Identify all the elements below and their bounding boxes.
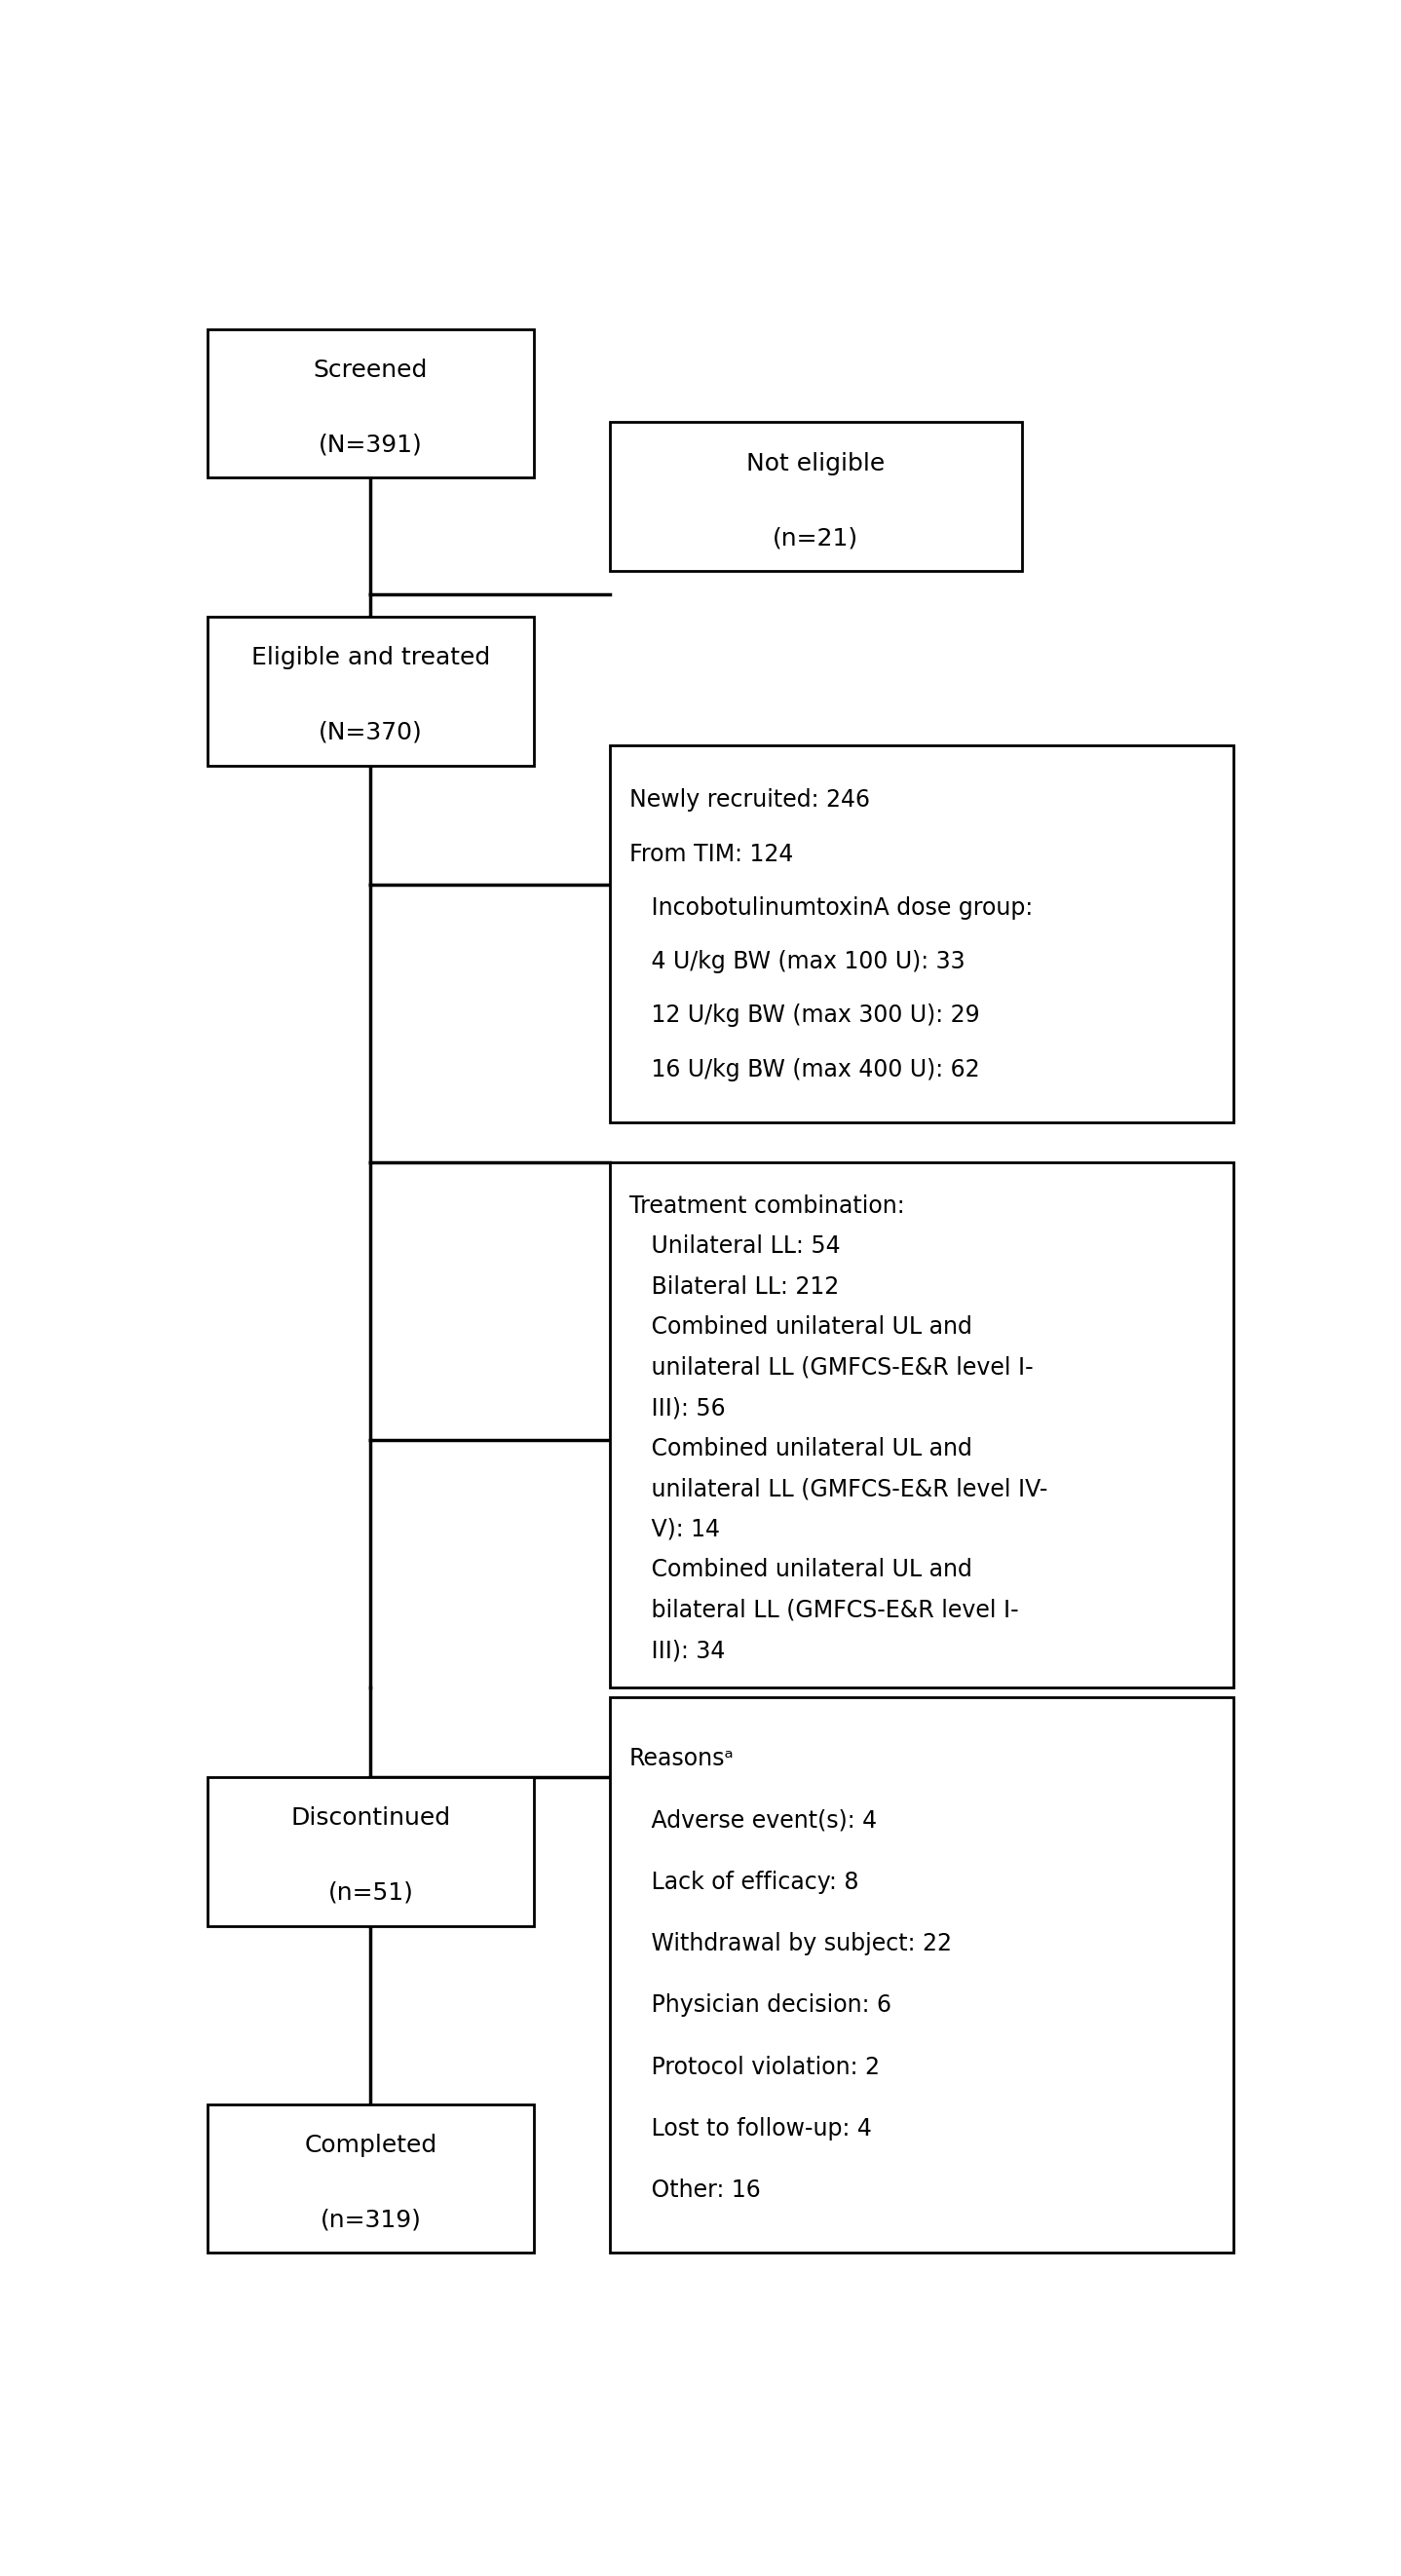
Text: (N=391): (N=391) [318,433,423,456]
Text: Eligible and treated: Eligible and treated [251,647,490,670]
Text: Screened: Screened [314,358,427,381]
Text: Combined unilateral UL and: Combined unilateral UL and [629,1558,972,1582]
Text: 4 U/kg BW (max 100 U): 33: 4 U/kg BW (max 100 U): 33 [629,951,965,974]
FancyBboxPatch shape [207,1777,534,1927]
Text: (n=21): (n=21) [773,526,859,549]
Text: Protocol violation: 2: Protocol violation: 2 [629,2056,880,2079]
Text: (n=319): (n=319) [319,2208,422,2231]
Text: (N=370): (N=370) [318,721,423,744]
FancyBboxPatch shape [609,1698,1234,2254]
Text: IncobotulinumtoxinA dose group:: IncobotulinumtoxinA dose group: [629,896,1033,920]
Text: 12 U/kg BW (max 300 U): 29: 12 U/kg BW (max 300 U): 29 [629,1005,979,1028]
Text: 16 U/kg BW (max 400 U): 62: 16 U/kg BW (max 400 U): 62 [629,1059,979,1082]
Text: Treatment combination:: Treatment combination: [629,1195,904,1218]
FancyBboxPatch shape [609,422,1023,572]
FancyBboxPatch shape [609,744,1234,1123]
Text: III): 34: III): 34 [629,1638,724,1662]
Text: Adverse event(s): 4: Adverse event(s): 4 [629,1808,877,1832]
Text: bilateral LL (GMFCS-E&R level I-: bilateral LL (GMFCS-E&R level I- [629,1600,1019,1623]
FancyBboxPatch shape [207,330,534,477]
Text: Lack of efficacy: 8: Lack of efficacy: 8 [629,1870,859,1893]
Text: (n=51): (n=51) [328,1880,413,1904]
Text: Completed: Completed [304,2133,437,2156]
FancyBboxPatch shape [207,616,534,765]
Text: Not eligible: Not eligible [747,451,885,477]
Text: Discontinued: Discontinued [290,1806,451,1829]
Text: unilateral LL (GMFCS-E&R level I-: unilateral LL (GMFCS-E&R level I- [629,1355,1033,1381]
Text: Lost to follow-up: 4: Lost to follow-up: 4 [629,2117,871,2141]
FancyBboxPatch shape [207,2105,534,2254]
Text: From TIM: 124: From TIM: 124 [629,842,793,866]
Text: Combined unilateral UL and: Combined unilateral UL and [629,1316,972,1340]
Text: Combined unilateral UL and: Combined unilateral UL and [629,1437,972,1461]
FancyBboxPatch shape [609,1162,1234,1687]
Text: III): 56: III): 56 [629,1396,726,1419]
Text: Withdrawal by subject: 22: Withdrawal by subject: 22 [629,1932,951,1955]
Text: Other: 16: Other: 16 [629,2179,761,2202]
Text: unilateral LL (GMFCS-E&R level IV-: unilateral LL (GMFCS-E&R level IV- [629,1479,1048,1502]
Text: Bilateral LL: 212: Bilateral LL: 212 [629,1275,839,1298]
Text: Reasonsᵃ: Reasonsᵃ [629,1747,734,1770]
Text: V): 14: V): 14 [629,1517,720,1540]
Text: Physician decision: 6: Physician decision: 6 [629,1994,891,2017]
Text: Newly recruited: 246: Newly recruited: 246 [629,788,870,811]
Text: Unilateral LL: 54: Unilateral LL: 54 [629,1234,841,1257]
